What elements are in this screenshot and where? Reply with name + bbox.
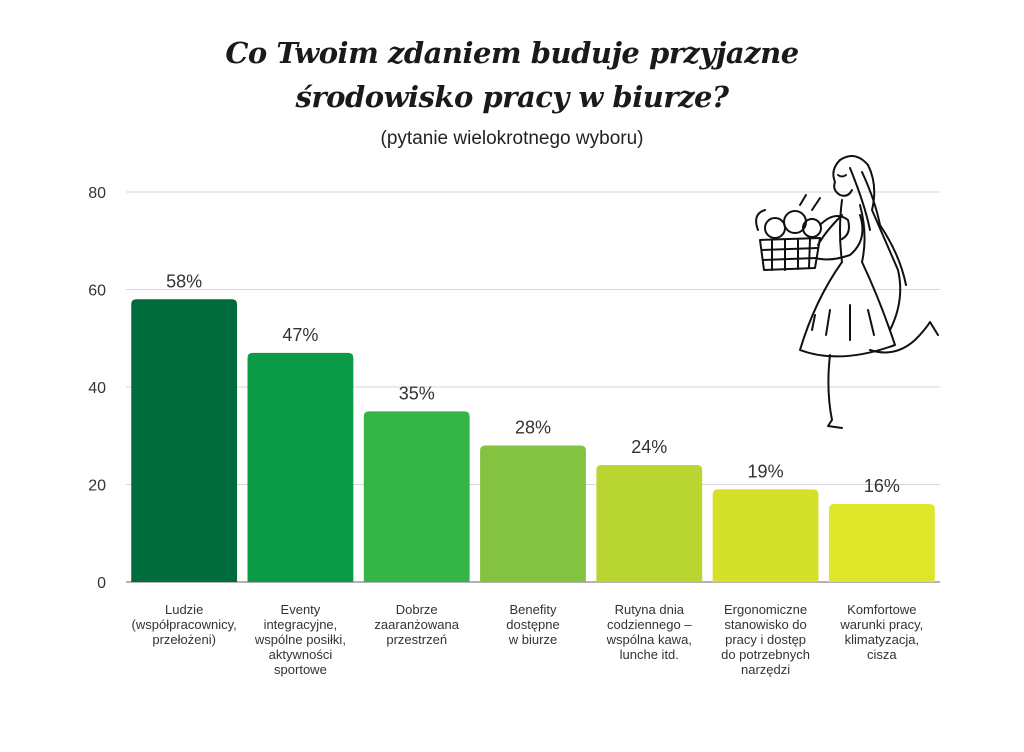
category-label: przestrzeń: [386, 632, 447, 647]
category-label: do potrzebnych: [721, 647, 810, 662]
category-label: wspólne posiłki,: [254, 632, 346, 647]
value-label: 58%: [166, 271, 202, 291]
chart-title-line-2: środowisko pracy w biurze?: [295, 80, 730, 114]
category-label: cisza: [867, 647, 897, 662]
value-label: 16%: [864, 476, 900, 496]
bar: [363, 411, 470, 582]
value-label: 35%: [399, 383, 435, 403]
category-label: codziennego –: [607, 617, 692, 632]
value-label: 47%: [282, 325, 318, 345]
category-label: aktywności: [269, 647, 333, 662]
y-tick-label: 20: [88, 478, 106, 495]
category-label: Komfortowe: [847, 602, 916, 617]
y-tick-label: 40: [88, 380, 106, 397]
category-label: klimatyzacja,: [845, 632, 919, 647]
category-label: Ergonomiczne: [724, 602, 807, 617]
category-label: dostępne: [506, 617, 560, 632]
y-tick-label: 60: [88, 283, 106, 300]
bar: [480, 445, 586, 582]
chart-subtitle: (pytanie wielokrotnego wyboru): [380, 128, 644, 149]
value-label: 24%: [631, 437, 667, 457]
category-label: Ludzie: [165, 602, 203, 617]
category-label: warunki pracy,: [839, 617, 923, 632]
value-label: 19%: [748, 461, 784, 481]
category-label: sportowe: [274, 662, 327, 677]
category-label: w biurze: [508, 632, 557, 647]
category-label: Rutyna dnia: [615, 602, 685, 617]
y-tick-label: 0: [97, 575, 106, 592]
category-label: Benefity: [510, 602, 557, 617]
category-label: Dobrze: [396, 602, 438, 617]
category-label: narzędzi: [741, 662, 790, 677]
category-label: lunche itd.: [620, 647, 679, 662]
category-label: Eventy: [281, 602, 321, 617]
bar: [828, 504, 935, 582]
category-label: integracyjne,: [264, 617, 338, 632]
bar: [131, 299, 238, 582]
value-label: 28%: [515, 418, 551, 438]
y-tick-label: 80: [88, 185, 106, 202]
category-label: przełożeni): [152, 632, 216, 647]
category-label: wspólna kawa,: [606, 632, 692, 647]
category-label: zaaranżowana: [374, 617, 459, 632]
category-label: stanowisko do: [724, 617, 806, 632]
category-label: (współpracownicy,: [132, 617, 237, 632]
bar: [596, 465, 703, 582]
bar: [247, 352, 354, 582]
bar: [712, 489, 819, 582]
chart-title-line-1: Co Twoim zdaniem buduje przyjazne: [225, 36, 799, 70]
category-label: pracy i dostęp: [725, 632, 806, 647]
